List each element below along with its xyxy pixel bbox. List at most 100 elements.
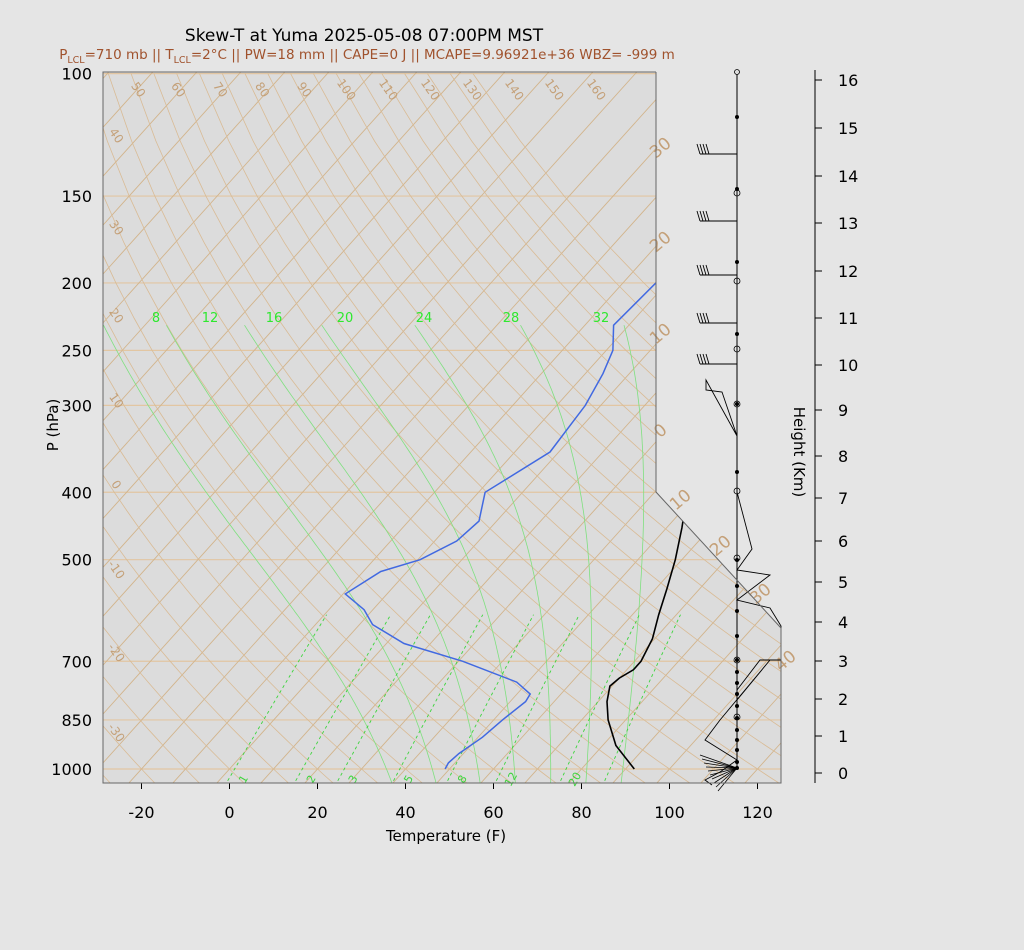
wind-level-dot xyxy=(735,716,739,720)
wind-barb-flag xyxy=(699,210,704,222)
wind-level-dot xyxy=(735,584,739,588)
wind-barb-flag xyxy=(699,264,704,276)
height-tick-label: 8 xyxy=(838,447,848,466)
wind-barb-flag xyxy=(705,353,710,365)
isotherm xyxy=(103,72,738,783)
wind-level-dot xyxy=(735,634,739,638)
wind-barb-flag xyxy=(696,210,701,222)
temperature-tick-label: 20 xyxy=(307,803,327,822)
wind-level-circle xyxy=(733,400,741,408)
isotherm xyxy=(103,72,518,783)
pressure-tick-label: 700 xyxy=(61,652,92,671)
isotherm xyxy=(103,72,342,783)
dry-adiabat xyxy=(130,73,736,783)
height-tick-label: 11 xyxy=(838,309,858,328)
wind-level-circle xyxy=(733,345,741,353)
mixing-ratio-line xyxy=(295,614,392,782)
mixing-ratio-line xyxy=(495,614,580,782)
dry-adiabat xyxy=(103,73,647,783)
height-tick-label: 13 xyxy=(838,214,858,233)
moist-adiabat xyxy=(166,325,437,783)
isotherm xyxy=(655,72,781,783)
dry-adiabat xyxy=(381,73,781,783)
wind-barb-flag xyxy=(702,312,707,324)
wind-barb xyxy=(705,766,738,769)
wind-barb-flag xyxy=(696,264,701,276)
pressure-tick-label: 200 xyxy=(61,274,92,293)
wind-barb-flag xyxy=(696,353,701,365)
mixing-ratio-lines xyxy=(103,324,681,783)
dry-adiabat xyxy=(103,73,201,783)
isotherm xyxy=(103,72,650,783)
isotherm xyxy=(103,72,562,783)
x-axis-label: Temperature (F) xyxy=(385,827,506,845)
pressure-tick-label: 250 xyxy=(61,341,92,360)
height-axis-label: Height (Km) xyxy=(790,407,808,498)
temperature-tick-label: 80 xyxy=(571,803,591,822)
mixing-ratio-line xyxy=(604,614,681,781)
moist-adiabat xyxy=(520,325,592,783)
isotherm xyxy=(523,72,781,783)
isotherm xyxy=(479,72,781,783)
wind-level-circle xyxy=(733,189,741,197)
theta-label: 12 xyxy=(202,311,219,326)
wind-barb-flag xyxy=(702,353,707,365)
isotherm xyxy=(103,72,386,783)
pressure-tick-label: 300 xyxy=(61,396,92,415)
dry-adiabat xyxy=(107,73,692,783)
moist-adiabat xyxy=(321,324,516,783)
wind-level-circle xyxy=(733,656,741,664)
height-tick-label: 1 xyxy=(838,727,848,746)
wind-barb-flag xyxy=(699,143,704,155)
profiles xyxy=(344,72,781,770)
isotherm xyxy=(876,58,1024,784)
isotherm xyxy=(103,72,298,783)
pressure-tick-label: 1000 xyxy=(51,760,92,779)
wind-marker xyxy=(734,69,740,75)
wind-level-dot xyxy=(735,704,739,708)
temperature-tick-label: 40 xyxy=(395,803,415,822)
isotherm xyxy=(103,72,430,783)
height-tick-label: 14 xyxy=(838,167,858,186)
temperature-tick-label: 0 xyxy=(224,803,234,822)
y-axis-label: P (hPa) xyxy=(44,399,62,452)
wind-level-dot xyxy=(735,558,739,562)
isotherm xyxy=(1008,58,1024,784)
wind-barb-flag xyxy=(705,143,710,155)
mixing-ratio-line xyxy=(560,614,640,781)
theta-label: 20 xyxy=(337,311,354,326)
height-tick-label: 6 xyxy=(838,532,848,551)
mixing-ratio-line xyxy=(337,614,431,782)
wind-level-dot xyxy=(735,728,739,732)
isotherm xyxy=(103,72,694,783)
moist-adiabat xyxy=(414,324,552,783)
wind-trace xyxy=(704,378,782,786)
isotherm xyxy=(611,72,781,783)
dry-adiabat xyxy=(267,73,781,783)
height-tick-label: 9 xyxy=(838,401,848,420)
wind-level-dot xyxy=(735,115,739,119)
wind-barb xyxy=(713,767,738,784)
wind-level-dot xyxy=(735,658,739,662)
dry-adiabat xyxy=(103,73,424,783)
wind-level-dot xyxy=(735,738,739,742)
temperature-tick-label: 120 xyxy=(742,803,773,822)
isotherm xyxy=(103,72,254,783)
dry-adiabat xyxy=(404,73,781,783)
wind-barb xyxy=(701,758,738,769)
height-tick-label: 0 xyxy=(838,764,848,783)
temperature-tick-label: 60 xyxy=(483,803,503,822)
wind-barb xyxy=(717,767,738,792)
isotherm xyxy=(303,72,781,783)
temperature-tick-label: 100 xyxy=(654,803,685,822)
height-tick-label: 7 xyxy=(838,489,848,508)
moist-adiabat xyxy=(244,324,481,783)
isotherm xyxy=(743,72,781,783)
wind-level-dot xyxy=(735,748,739,752)
height-tick-label: 2 xyxy=(838,690,848,709)
pressure-tick-label: 100 xyxy=(61,65,92,84)
dry-adiabat xyxy=(103,73,245,783)
wind-barb-flag xyxy=(699,312,704,324)
